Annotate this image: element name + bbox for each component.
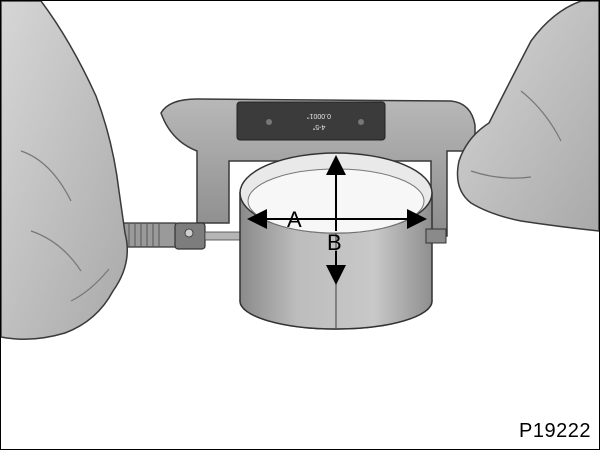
right-hand [456,1,599,232]
micrometer-thimble [112,222,242,250]
dimension-b-label: B [327,230,342,255]
plate-range-text: 4-5" [312,123,325,130]
anvil [425,228,447,244]
plate-rivet-right [358,119,364,125]
dimension-a-label: A [287,207,302,232]
plate-resolution-text: 0.0001" [307,112,331,119]
gauge-plate [236,101,386,141]
plate-rivet-left [266,119,272,125]
micrometer-frame: 4-5" 0.0001" [160,98,476,237]
figure-id: P19222 [519,420,591,442]
spindle [204,231,242,241]
bearing-shell [239,152,447,330]
left-hand [1,1,128,340]
